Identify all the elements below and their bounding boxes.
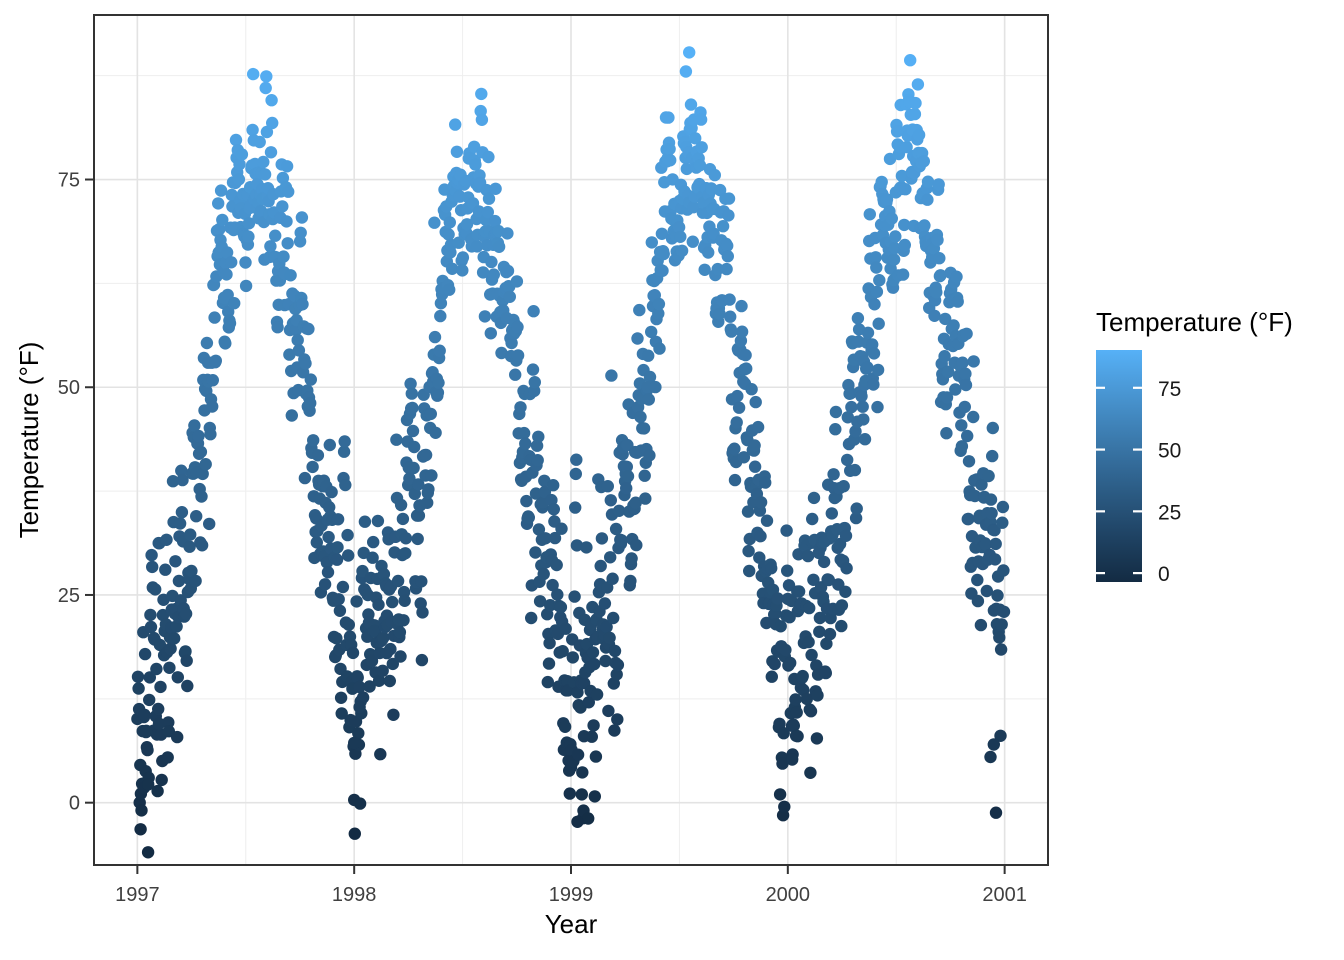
x-axis-tick-labels: 1997 1998 1999 2000 2001 (115, 884, 1027, 906)
legend-tick-label: 75 (1158, 378, 1181, 401)
data-points (131, 46, 1011, 859)
x-tick-label: 1999 (549, 884, 594, 906)
x-tick-label: 2001 (982, 884, 1027, 906)
y-tick-label: 25 (58, 585, 80, 607)
legend-tick-marks (1096, 386, 1142, 575)
x-tick-label: 2000 (766, 884, 811, 906)
legend-tick-labels: 75 50 25 0 (1158, 378, 1181, 586)
x-tick-label: 1998 (332, 884, 377, 906)
y-axis-tick-labels: 0 25 50 75 (58, 170, 80, 815)
legend-tick-label: 50 (1158, 440, 1181, 463)
legend-tick-label: 0 (1158, 563, 1170, 586)
axis-tick-marks (85, 178, 1006, 874)
y-tick-label: 75 (58, 170, 80, 192)
x-tick-label: 1997 (115, 884, 160, 906)
legend-tick-label: 25 (1158, 501, 1181, 524)
legend-colorbar (1096, 350, 1142, 582)
y-tick-label: 50 (58, 377, 80, 399)
x-axis-title: Year (545, 909, 598, 939)
y-tick-label: 0 (69, 793, 80, 815)
legend-title: Temperature (°F) (1096, 307, 1293, 337)
y-axis-title: Temperature (°F) (14, 342, 44, 539)
legend-colorbar-group: Temperature (°F) 75 50 25 0 (1096, 307, 1293, 586)
